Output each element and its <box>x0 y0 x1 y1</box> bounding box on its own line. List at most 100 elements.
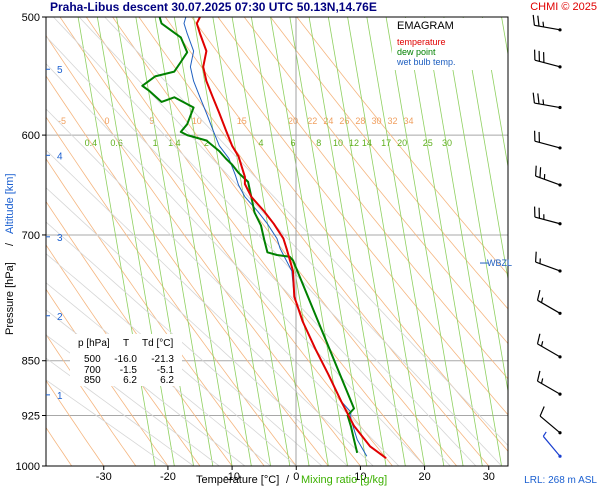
table-header-td: Td [°C] <box>142 338 173 349</box>
wind-barb-staff <box>542 435 561 457</box>
x-tick-label: 10 <box>354 471 366 483</box>
dry-adiabat-line <box>85 17 425 466</box>
wind-barb-half-feather <box>542 431 547 437</box>
mixing-ratio-line <box>135 17 214 466</box>
wind-barb-staff <box>537 380 561 395</box>
mixing-ratio-label: 8 <box>316 138 321 148</box>
x-axis-title: Temperature [°C] / Mixing ratio [g/kg] <box>196 474 387 486</box>
altitude-tick-label: 2 <box>57 312 63 323</box>
dry-adiabat-line <box>46 34 361 466</box>
moist-adiabat-line <box>46 309 246 466</box>
wind-barb-feather <box>536 333 541 345</box>
dry-adiabat-label: 10 <box>192 116 202 126</box>
dry-adiabat-label: 20 <box>288 116 298 126</box>
dry-adiabat-label: 34 <box>404 116 414 126</box>
wind-barb-station <box>558 454 562 458</box>
mixing-ratio-line <box>327 17 406 466</box>
dry-adiabat-line <box>243 17 508 345</box>
moist-adiabat-line <box>46 357 194 466</box>
legend-title: EMAGRAM <box>397 20 454 32</box>
wind-barb-station <box>558 65 562 69</box>
wind-barb-station <box>558 105 562 110</box>
wind-barb-feather <box>532 14 535 26</box>
dry-adiabat-line <box>138 17 490 466</box>
dry-adiabat-label: 22 <box>307 116 317 126</box>
wind-barb-feather <box>536 370 541 382</box>
wind-barb-half-feather <box>540 297 544 303</box>
mixing-ratio-line <box>443 17 508 394</box>
wbzl-marker: WBZL <box>480 258 512 268</box>
wind-barb <box>542 431 562 458</box>
dry-adiabat-line <box>46 200 233 466</box>
y-axis-title: Pressure [hPa] / Altitude [km] <box>4 173 16 335</box>
wind-barb <box>536 289 562 315</box>
wind-barb-feather <box>535 165 537 177</box>
wind-barb-station <box>558 269 562 273</box>
table-header-p: p [hPa] <box>78 338 110 349</box>
mixing-ratio-label: 14 <box>362 138 372 148</box>
wind-barb <box>535 251 562 273</box>
mixing-ratio-line <box>404 17 483 466</box>
mixing-ratio-line <box>154 17 233 466</box>
mixing-ratio-label: 20 <box>397 138 407 148</box>
mixing-ratio-label: 17 <box>381 138 391 148</box>
x-axis-title-sep: / <box>286 474 290 486</box>
moist-adiabat-line <box>46 63 425 466</box>
dry-adiabat-line <box>46 288 169 466</box>
sounding-table: p [hPa] T Td [°C] 500 -16.0 -21.3 700 -1… <box>70 334 182 386</box>
dry-adiabat-label: 5 <box>149 116 154 126</box>
wind-barb-staff <box>537 299 561 314</box>
x-tick-label: -10 <box>224 471 240 483</box>
wind-barb-station <box>558 28 562 32</box>
dry-adiabat-line <box>46 116 297 466</box>
wind-barb-staff <box>535 261 561 272</box>
wind-barb <box>539 406 562 435</box>
legend-bg <box>392 18 500 70</box>
moist-adiabat-line <box>46 334 220 466</box>
mixing-ratio-line <box>308 17 387 466</box>
table-r0-t: -16.0 <box>114 354 137 365</box>
wind-barb-staff <box>535 175 561 186</box>
x-tick-label: -20 <box>160 471 176 483</box>
mixing-ratio-line <box>424 17 502 466</box>
mixing-ratio-label: 30 <box>442 138 452 148</box>
x-tick-label: -30 <box>96 471 112 483</box>
table-r1-p: 700 <box>84 365 101 376</box>
wind-barb-staff <box>534 59 561 68</box>
table-r1-t: -1.5 <box>120 365 138 376</box>
moist-adiabats <box>46 17 508 466</box>
mixing-ratio-label: 12 <box>349 138 359 148</box>
chart-credit: CHMI © 2025 <box>530 1 597 13</box>
wind-barb-feather <box>536 289 541 301</box>
dry-adiabat-line <box>296 17 508 276</box>
wind-barb-feather <box>532 92 535 104</box>
dry-adiabat-label: 32 <box>387 116 397 126</box>
wind-barb-feather <box>539 406 545 417</box>
table-r0-p: 500 <box>84 354 101 365</box>
mixing-ratio-line <box>116 17 194 466</box>
legend-dew-point: dew point <box>397 47 436 57</box>
dry-adiabat-line <box>46 244 201 466</box>
x-tick-label: 30 <box>483 471 495 483</box>
mixing-ratio-line <box>501 17 508 57</box>
wind-barb-staff <box>534 216 561 225</box>
mixing-ratio-line <box>347 17 425 466</box>
dry-adiabat-line <box>46 333 137 466</box>
moist-adiabat-line <box>104 17 508 447</box>
wind-barb <box>534 49 562 69</box>
wind-barb-station <box>558 222 562 226</box>
mixing-ratio-line <box>385 17 464 466</box>
x-axis-title-main: Temperature [°C] <box>196 474 279 486</box>
moist-adiabat-line <box>46 379 169 466</box>
dry-adiabat-line <box>46 379 105 466</box>
mixing-ratio-label: 1.4 <box>168 138 181 148</box>
mixing-ratio-label: 1 <box>153 138 158 148</box>
moist-adiabat-line <box>46 253 297 466</box>
y-tick-label: 700 <box>22 230 40 242</box>
wind-barbs <box>532 14 562 458</box>
wind-barb <box>532 14 562 32</box>
mixing-ratio-line <box>462 17 508 282</box>
mixing-ratio-line <box>212 17 291 466</box>
mixing-ratio-line <box>270 17 348 466</box>
